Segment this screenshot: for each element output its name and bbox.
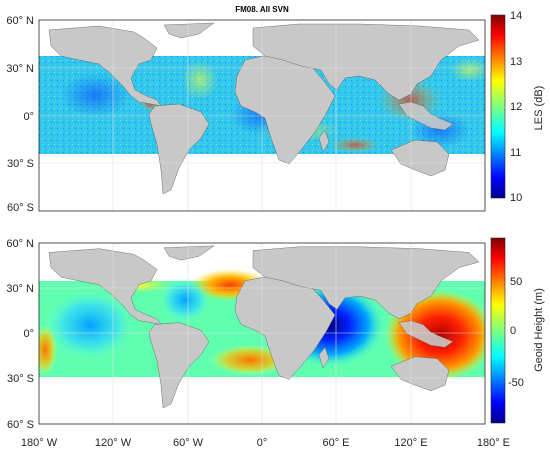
p1-cb-tick-10: 10: [510, 192, 522, 204]
p1-colorbar-label: LES (dB): [533, 86, 545, 131]
panel2-grid: [39, 243, 485, 424]
p1-ytick-0: 0°: [23, 111, 34, 123]
xtick-180w: 180° W: [21, 437, 58, 449]
p1-ytick-30n: 30° N: [6, 63, 34, 75]
xtick-60e: 60° E: [322, 437, 349, 449]
panel-geoid: 60° N 30° N 0° 30° S 60° S 180° W 120° W…: [6, 237, 545, 449]
panel1-y-ticks: 60° N 30° N 0° 30° S 60° S: [6, 15, 34, 214]
p2-ytick-30n: 30° N: [6, 283, 34, 295]
p2-colorbar-scale: [490, 237, 506, 424]
p2-cb-tick-neg50: -50: [508, 377, 524, 389]
xtick-120e: 120° E: [394, 437, 427, 449]
p2-cb-tick-0: 0: [510, 325, 516, 337]
xtick-120w: 120° W: [95, 437, 132, 449]
p2-ytick-30s: 30° S: [7, 373, 34, 385]
xtick-60w: 60° W: [173, 437, 204, 449]
p1-cb-tick-11: 11: [510, 147, 521, 159]
p2-ytick-60s: 60° S: [7, 419, 34, 431]
panel2-colorbar: 50 0 -50 Geoid Height (m): [490, 237, 545, 424]
panel2-x-ticks: 180° W 120° W 60° W 0° 60° E 120° E 180°…: [21, 437, 510, 449]
panel1-title: FM08. All SVN: [235, 5, 289, 14]
panel2-y-ticks: 60° N 30° N 0° 30° S 60° S: [6, 238, 34, 431]
p2-ytick-0: 0°: [23, 328, 34, 340]
p1-cb-tick-14: 14: [510, 10, 522, 22]
p1-ytick-60n: 60° N: [6, 15, 34, 27]
p1-cb-tick-12: 12: [510, 101, 522, 113]
xtick-180e: 180° E: [477, 437, 510, 449]
p1-colorbar-scale: [490, 14, 506, 199]
p1-cb-tick-13: 13: [510, 56, 522, 68]
p2-ytick-60n: 60° N: [6, 238, 34, 250]
p1-ytick-30s: 30° S: [7, 158, 34, 170]
panel-les: FM08. All SVN 60° N 30° N 0°: [6, 5, 545, 214]
p2-colorbar-label: Geoid Height (m): [533, 288, 545, 372]
xtick-0: 0°: [257, 437, 268, 449]
p1-ytick-60s: 60° S: [7, 202, 34, 214]
panel1-grid: [39, 20, 485, 211]
p2-cb-tick-50: 50: [510, 276, 522, 288]
panel1-colorbar: 14 13 12 11 10 LES (dB): [490, 10, 545, 204]
